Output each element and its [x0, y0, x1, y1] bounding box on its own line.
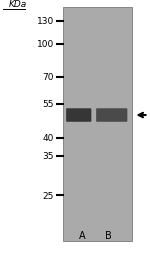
FancyBboxPatch shape: [96, 109, 127, 122]
Bar: [63, 8, 132, 241]
Text: 25: 25: [43, 191, 54, 200]
Text: 55: 55: [42, 100, 54, 109]
Text: 100: 100: [37, 40, 54, 49]
FancyBboxPatch shape: [66, 109, 91, 122]
Text: 40: 40: [43, 134, 54, 143]
Text: KDa: KDa: [9, 0, 27, 9]
Text: A: A: [78, 230, 85, 240]
Text: 35: 35: [42, 152, 54, 161]
Text: 130: 130: [37, 17, 54, 26]
Text: 70: 70: [42, 73, 54, 82]
Text: B: B: [105, 230, 111, 240]
